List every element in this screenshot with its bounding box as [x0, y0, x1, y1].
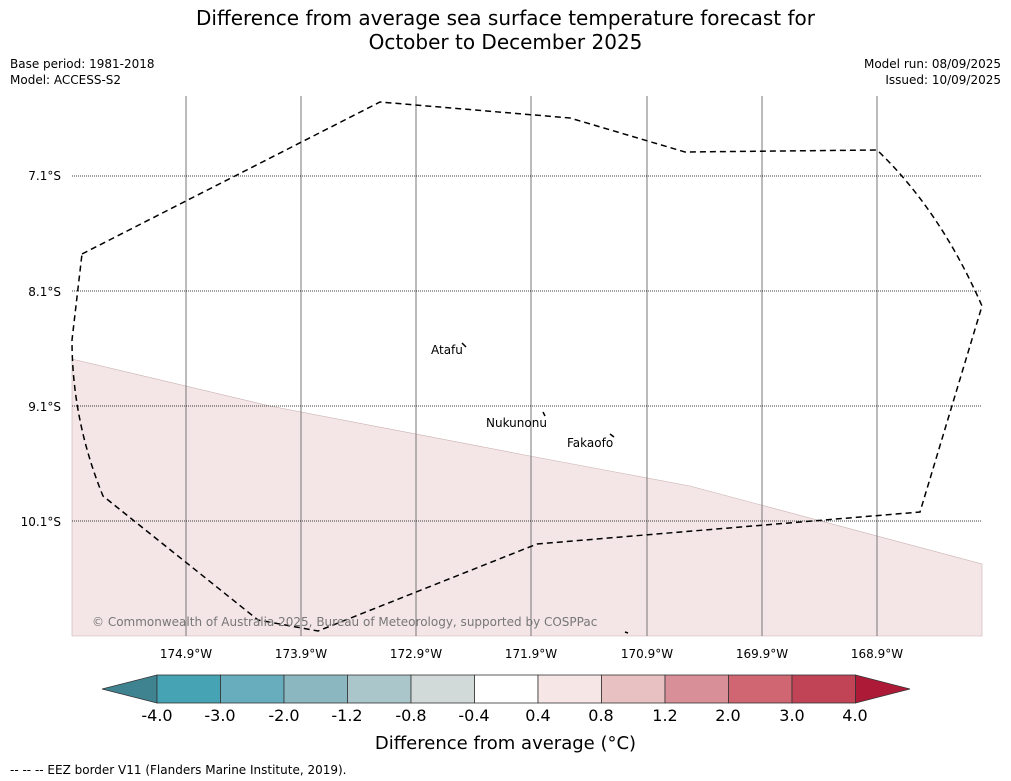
- colorbar-label: -4.0: [141, 706, 173, 725]
- issued-date: Issued: 10/09/2025: [885, 73, 1001, 87]
- lon-label: 171.9°W: [504, 647, 558, 661]
- colorbar-label: 2.0: [715, 706, 741, 725]
- colorbar-label: 4.0: [842, 706, 868, 725]
- colorbar-label: 3.0: [779, 706, 805, 725]
- lat-label: 7.1°S: [28, 169, 61, 183]
- eez-border: [71, 101, 983, 632]
- base-period: Base period: 1981-2018: [10, 57, 155, 71]
- colorbar-segment: [347, 674, 412, 704]
- place-fakaofo: Fakaofo: [567, 436, 614, 450]
- lat-label: 10.1°S: [20, 515, 61, 529]
- colorbar-segment: [664, 674, 729, 704]
- lat-label: 9.1°S: [28, 400, 61, 414]
- atafu-atoll: [461, 342, 467, 348]
- colorbar-label: -0.8: [395, 706, 427, 725]
- colorbar-segment: [410, 674, 475, 704]
- colorbar-label: 0.8: [588, 706, 614, 725]
- swains-island: [624, 631, 629, 634]
- colorbar-segment: [283, 674, 348, 704]
- model-run: Model run: 08/09/2025: [863, 57, 1001, 71]
- colorbar-label: 1.2: [652, 706, 678, 725]
- colorbar-label: -2.0: [268, 706, 300, 725]
- atolls: [461, 342, 629, 634]
- colorbar-segment: [537, 674, 602, 704]
- lon-label: 172.9°W: [389, 647, 443, 661]
- title-line-2: October to December 2025: [368, 30, 643, 54]
- colorbar-segment: [220, 674, 285, 704]
- colorbar-segment: [728, 674, 793, 704]
- meta-right: Model run: 08/09/2025 Issued: 10/09/2025: [864, 56, 1001, 88]
- lon-label: 169.9°W: [735, 647, 789, 661]
- meta-left: Base period: 1981-2018 Model: ACCESS-S2: [10, 56, 155, 88]
- lat-label: 8.1°S: [28, 285, 61, 299]
- colorbar: [101, 674, 911, 704]
- colorbar-segment: [601, 674, 666, 704]
- colorbar-extend-low: [101, 674, 158, 704]
- model-name: Model: ACCESS-S2: [10, 73, 122, 87]
- colorbar-segment: [474, 674, 539, 704]
- nukunonu-atoll: [542, 411, 546, 417]
- place-atafu: Atafu: [431, 343, 463, 357]
- colorbar-label: -3.0: [204, 706, 236, 725]
- sst-anomaly-region: [71, 358, 983, 637]
- lon-label: 174.9°W: [159, 647, 213, 661]
- colorbar-segment: [156, 674, 221, 704]
- eez-legend-note: -- -- -- EEZ border V11 (Flanders Marine…: [10, 763, 347, 777]
- latitude-gridlines: [72, 175, 982, 522]
- title-line-1: Difference from average sea surface temp…: [195, 6, 815, 30]
- colorbar-extend-high: [855, 674, 911, 704]
- colorbar-label: 0.4: [525, 706, 551, 725]
- colorbar-segment: [791, 674, 856, 704]
- lon-label: 173.9°W: [274, 647, 328, 661]
- lon-label: 170.9°W: [620, 647, 674, 661]
- colorbar-label: -1.2: [331, 706, 363, 725]
- colorbar-label: -0.4: [458, 706, 490, 725]
- map-title: Difference from average sea surface temp…: [0, 6, 1011, 54]
- place-nukunonu: Nukunonu: [486, 416, 547, 430]
- fakaofo-atoll: [609, 433, 615, 438]
- copyright-notice: © Commonwealth of Australia 2025, Bureau…: [92, 615, 598, 629]
- lon-label: 168.9°W: [850, 647, 904, 661]
- colorbar-title: Difference from average (°C): [374, 733, 637, 754]
